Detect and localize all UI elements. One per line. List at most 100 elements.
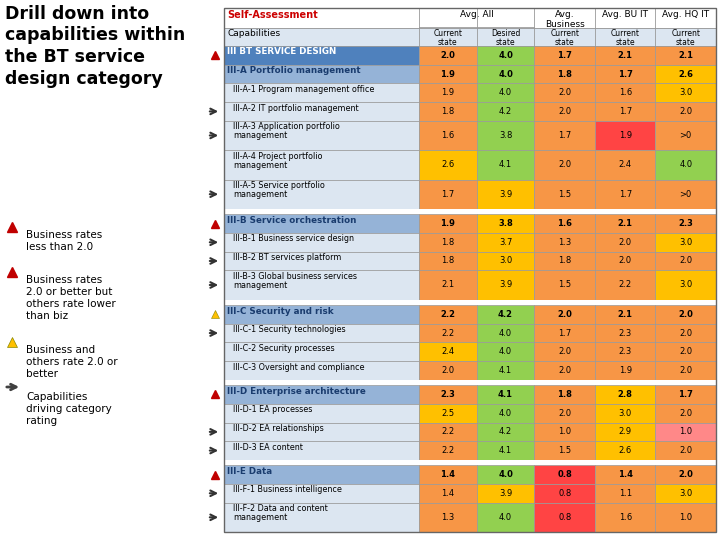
Bar <box>224 300 716 305</box>
Text: Current
state: Current state <box>671 29 701 47</box>
Bar <box>224 252 419 271</box>
Text: Avg. All: Avg. All <box>459 10 493 19</box>
Text: Self-Assessment: Self-Assessment <box>227 10 318 20</box>
Bar <box>224 179 419 209</box>
Text: 2.0: 2.0 <box>440 51 455 60</box>
Bar <box>224 46 419 65</box>
Text: Capabilities: Capabilities <box>227 29 280 38</box>
Text: 4.1: 4.1 <box>499 160 512 170</box>
Text: Business rates
less than 2.0: Business rates less than 2.0 <box>26 230 102 252</box>
Bar <box>477 385 534 404</box>
Bar <box>534 121 595 150</box>
Bar <box>655 305 716 323</box>
Text: 2.2: 2.2 <box>441 427 454 436</box>
Bar <box>224 465 419 484</box>
Bar <box>534 465 595 484</box>
Text: 4.2: 4.2 <box>499 427 512 436</box>
Bar <box>534 65 595 83</box>
Text: 2.6: 2.6 <box>618 446 632 455</box>
Text: 1.6: 1.6 <box>618 88 632 97</box>
Text: III-C-1 Security technologies: III-C-1 Security technologies <box>233 325 346 334</box>
Bar <box>224 209 716 214</box>
Bar <box>477 233 534 252</box>
Bar <box>419 102 477 121</box>
Bar <box>419 361 477 380</box>
Text: 2.0: 2.0 <box>679 347 693 356</box>
Bar <box>477 342 534 361</box>
Text: 1.8: 1.8 <box>558 256 572 266</box>
Text: 2.0: 2.0 <box>679 366 693 375</box>
Text: 1.8: 1.8 <box>441 256 454 266</box>
Bar <box>534 271 595 300</box>
Text: 1.1: 1.1 <box>618 489 631 498</box>
Text: Avg. BU IT: Avg. BU IT <box>602 10 648 19</box>
Bar <box>224 503 419 532</box>
Bar <box>595 121 655 150</box>
Text: 2.3: 2.3 <box>678 219 693 228</box>
Bar <box>655 214 716 233</box>
Bar <box>595 404 655 422</box>
Bar <box>655 271 716 300</box>
Bar <box>534 150 595 179</box>
Bar <box>477 441 534 460</box>
Text: Current
state: Current state <box>433 29 462 47</box>
Bar <box>655 233 716 252</box>
Bar <box>477 323 534 342</box>
Text: 2.9: 2.9 <box>618 427 631 436</box>
Bar <box>534 252 595 271</box>
Bar <box>595 305 655 323</box>
Text: >0: >0 <box>680 131 692 140</box>
Bar <box>655 46 716 65</box>
Bar <box>534 46 595 65</box>
Text: 4.0: 4.0 <box>498 51 513 60</box>
Text: 2.0: 2.0 <box>678 310 693 319</box>
Bar <box>477 361 534 380</box>
Bar <box>419 305 477 323</box>
Bar <box>534 102 595 121</box>
Text: 2.0: 2.0 <box>679 328 693 338</box>
Bar <box>419 503 477 532</box>
Bar <box>655 404 716 422</box>
Bar <box>477 102 534 121</box>
Bar <box>534 385 595 404</box>
Text: III-B-1 Business service design: III-B-1 Business service design <box>233 234 354 244</box>
Text: Avg. HQ IT: Avg. HQ IT <box>662 10 709 19</box>
Bar <box>655 385 716 404</box>
Text: 1.9: 1.9 <box>441 88 454 97</box>
Bar <box>224 385 419 404</box>
Bar <box>595 179 655 209</box>
Bar <box>477 150 534 179</box>
Bar <box>419 46 477 65</box>
Bar <box>655 484 716 503</box>
Text: III-D Enterprise architecture: III-D Enterprise architecture <box>227 387 366 396</box>
Text: 2.4: 2.4 <box>441 347 454 356</box>
Text: 4.0: 4.0 <box>499 347 512 356</box>
Bar <box>419 179 477 209</box>
Text: 2.0: 2.0 <box>679 256 693 266</box>
Text: 1.3: 1.3 <box>441 513 454 522</box>
Bar <box>655 422 716 441</box>
Text: III-E Data: III-E Data <box>227 467 272 476</box>
Text: 3.0: 3.0 <box>679 280 693 289</box>
Bar <box>224 150 419 179</box>
Text: 4.2: 4.2 <box>498 310 513 319</box>
Bar <box>655 503 716 532</box>
Bar <box>655 179 716 209</box>
Text: 0.8: 0.8 <box>557 470 572 479</box>
Text: 3.0: 3.0 <box>618 409 632 417</box>
Text: 2.5: 2.5 <box>441 409 454 417</box>
Text: Capabilities
driving category
rating: Capabilities driving category rating <box>26 392 112 426</box>
Text: 2.2: 2.2 <box>441 328 454 338</box>
Bar <box>595 323 655 342</box>
Bar <box>224 271 419 300</box>
Bar <box>655 441 716 460</box>
Bar <box>419 150 477 179</box>
Text: 2.0: 2.0 <box>441 366 454 375</box>
Text: 1.0: 1.0 <box>679 427 693 436</box>
Bar <box>419 271 477 300</box>
Bar <box>419 83 477 102</box>
Bar <box>534 422 595 441</box>
Bar <box>595 214 655 233</box>
Text: III-A-2 IT portfolio management: III-A-2 IT portfolio management <box>233 104 359 112</box>
Bar <box>224 441 419 460</box>
